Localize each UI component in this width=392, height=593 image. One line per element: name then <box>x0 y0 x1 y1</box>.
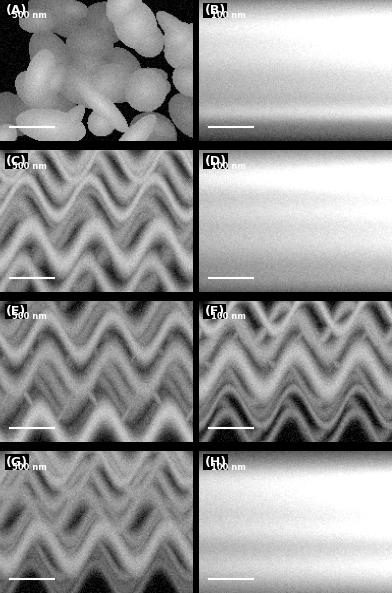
Text: (D): (D) <box>205 155 227 168</box>
Text: 100 nm: 100 nm <box>211 313 245 321</box>
Text: (A): (A) <box>6 4 27 17</box>
Text: 100 nm: 100 nm <box>211 162 245 171</box>
Text: (G): (G) <box>6 455 28 468</box>
Text: 500 nm: 500 nm <box>12 463 47 472</box>
Text: 100 nm: 100 nm <box>211 11 245 20</box>
Text: (E): (E) <box>6 305 26 318</box>
Text: 500 nm: 500 nm <box>12 313 47 321</box>
Text: (F): (F) <box>205 305 225 318</box>
Text: (B): (B) <box>205 4 226 17</box>
Text: 100 nm: 100 nm <box>211 463 245 472</box>
Text: 500 nm: 500 nm <box>12 11 47 20</box>
Text: (H): (H) <box>205 455 227 468</box>
Text: (C): (C) <box>6 155 27 168</box>
Text: 500 nm: 500 nm <box>12 162 47 171</box>
